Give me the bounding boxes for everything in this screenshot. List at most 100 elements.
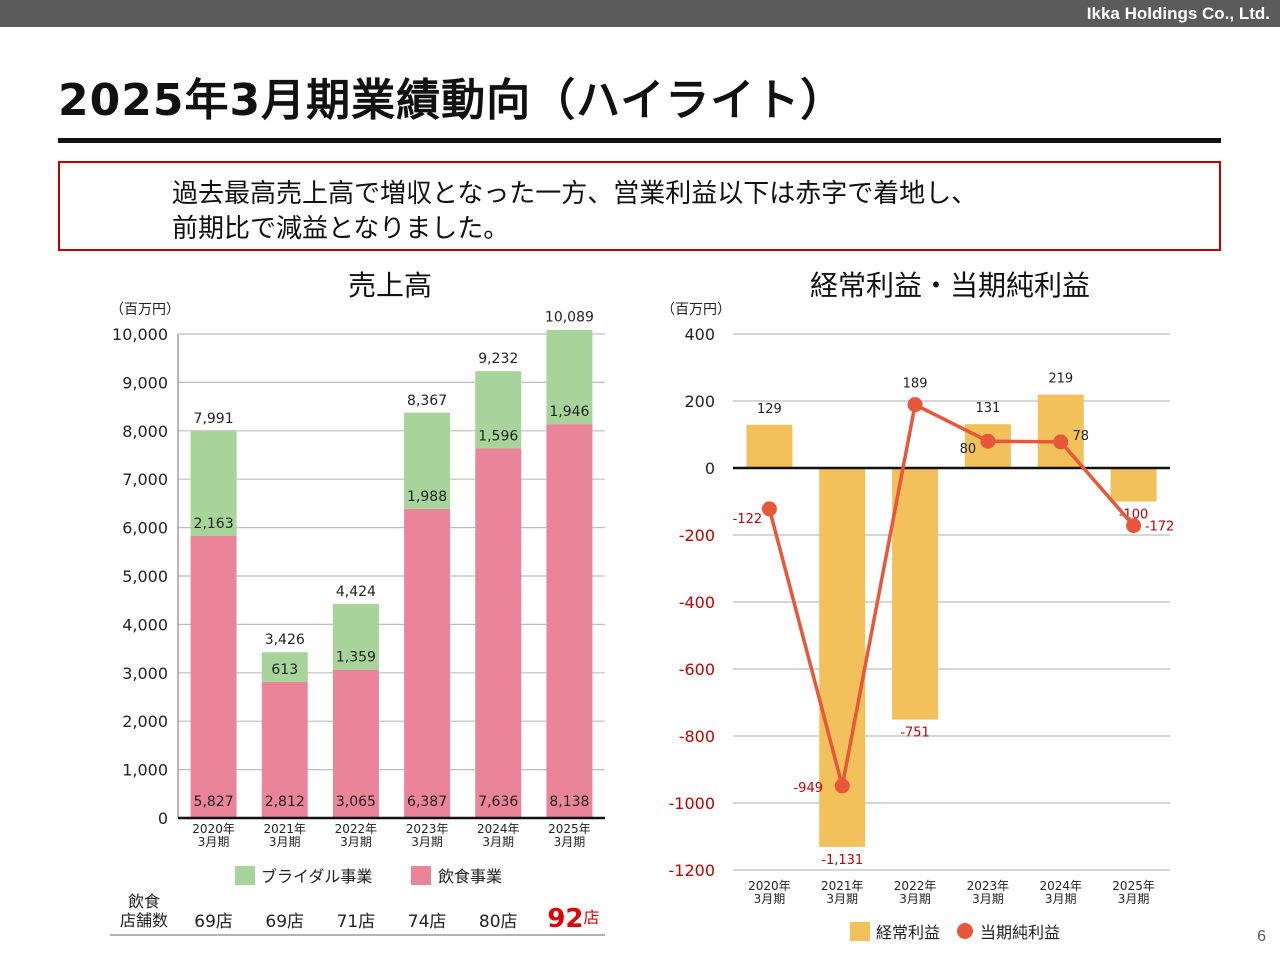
sales-total-label: 4,424 [336, 584, 376, 600]
profit-x-tick-label: 2022年 [894, 879, 937, 893]
profit-y-tick-label: -200 [679, 526, 715, 545]
summary-box: 過去最高売上高で増収となった一方、営業利益以下は赤字で着地し、 前期比で減益とな… [58, 161, 1221, 251]
sales-food-value-label: 7,636 [478, 794, 518, 810]
net-income-point [1053, 434, 1069, 450]
sales-x-tick-label: 2023年 [406, 822, 449, 836]
ordinary-profit-label: 129 [757, 402, 782, 417]
sales-food-value-label: 6,387 [407, 794, 447, 810]
net-income-point [761, 501, 777, 517]
sales-y-tick-label: 5,000 [122, 567, 168, 586]
sales-unit-label: （百万円） [110, 302, 180, 318]
net-income-point [907, 397, 923, 413]
profit-y-tick-label: -800 [679, 727, 715, 746]
sales-x-tick-label: 3月期 [269, 835, 301, 849]
profit-unit-label: （百万円） [661, 302, 731, 318]
profit-y-tick-label: 200 [684, 392, 715, 411]
profit-y-tick-label: -1000 [669, 794, 716, 813]
profit-x-tick-label: 2024年 [1039, 879, 1082, 893]
sales-bar-bridal [546, 329, 593, 425]
ordinary-profit-label: -1,131 [821, 853, 863, 868]
profit-y-tick-label: -600 [679, 660, 715, 679]
profit-x-tick-label: 2021年 [821, 879, 864, 893]
net-income-point [834, 778, 850, 794]
sales-x-tick-label: 2025年 [548, 822, 591, 836]
net-income-line [767, 402, 1135, 788]
sales-x-tick-label: 2020年 [192, 822, 235, 836]
profit-chart-title: 経常利益・当期純利益 [809, 269, 1090, 302]
legend-food-label: 飲食事業 [438, 867, 502, 886]
sales-bridal-value-label: 1,946 [549, 404, 589, 420]
sales-x-tick-label: 3月期 [198, 835, 230, 849]
sales-x-tick-label: 2021年 [263, 822, 306, 836]
store-count-value: 71店 [337, 912, 376, 932]
net-income-label: -949 [793, 781, 823, 796]
sales-y-tick-label: 9,000 [122, 373, 168, 392]
legend-ordinary-label: 経常利益 [876, 923, 940, 942]
profit-y-tick-label: 400 [684, 325, 715, 344]
legend-net-marker [957, 923, 973, 939]
sales-y-tick-label: 1,000 [122, 761, 168, 780]
legend-net-label: 当期純利益 [980, 923, 1060, 942]
top-bar: Ikka Holdings Co., Ltd. [0, 0, 1280, 27]
sales-y-tick-label: 8,000 [122, 422, 168, 441]
sales-total-label: 10,089 [545, 310, 594, 326]
profit-x-tick-label: 3月期 [1045, 892, 1077, 906]
sales-y-tick-label: 2,000 [122, 712, 168, 731]
page-number: 6 [1257, 928, 1266, 945]
sales-bar-bridal [475, 371, 522, 449]
ordinary-profit-label: 219 [1048, 372, 1073, 387]
legend-bridal-label: ブライダル事業 [261, 867, 372, 886]
sales-x-tick-label: 3月期 [340, 835, 372, 849]
sales-x-tick-label: 3月期 [554, 835, 586, 849]
sales-x-tick-label: 2024年 [477, 822, 520, 836]
sales-bar-food [261, 681, 308, 818]
net-income-label: 80 [960, 442, 977, 457]
profit-x-tick-label: 2025年 [1112, 879, 1155, 893]
profit-x-tick-label: 2023年 [967, 879, 1010, 893]
profit-x-tick-label: 3月期 [754, 892, 786, 906]
profit-x-tick-label: 2020年 [748, 879, 791, 893]
net-income-label: -122 [733, 512, 763, 527]
legend-bridal-swatch [235, 866, 255, 885]
store-count-value: 74店 [408, 912, 447, 932]
sales-food-value-label: 2,812 [265, 794, 305, 810]
sales-y-tick-label: 4,000 [122, 615, 168, 634]
sales-bar-bridal [190, 431, 237, 536]
store-count-value: 69店 [194, 912, 233, 932]
title-rule [58, 138, 1221, 143]
sales-x-tick-label: 3月期 [411, 835, 443, 849]
sales-x-tick-label: 3月期 [482, 835, 514, 849]
summary-line-1: 過去最高売上高で増収となった一方、営業利益以下は赤字で着地し、 [172, 179, 978, 209]
sales-bridal-value-label: 1,596 [478, 428, 518, 444]
sales-food-value-label: 8,138 [549, 794, 589, 810]
net-income-point [980, 433, 996, 449]
summary-line-2: 前期比で減益となりました。 [172, 214, 510, 244]
sales-bridal-value-label: 2,163 [194, 516, 234, 532]
sales-bridal-value-label: 1,988 [407, 489, 447, 505]
sales-chart-title: 売上高 [347, 269, 432, 302]
sales-y-tick-label: 7,000 [122, 470, 168, 489]
legend-ordinary-swatch [850, 922, 870, 941]
profit-bar-ordinary [1110, 468, 1157, 502]
sales-y-tick-label: 3,000 [122, 664, 168, 683]
store-count-label: 店舗数 [120, 911, 168, 930]
ordinary-profit-label: -751 [900, 726, 930, 741]
store-count-label: 飲食 [128, 892, 160, 911]
ordinary-profit-label: 131 [976, 401, 1001, 416]
sales-y-tick-label: 10,000 [112, 325, 168, 344]
sales-bar-food [475, 448, 522, 818]
net-income-label: -172 [1145, 520, 1175, 535]
company-name: Ikka Holdings Co., Ltd. [1086, 4, 1270, 23]
sales-bar-bridal [261, 652, 308, 682]
profit-x-tick-label: 3月期 [972, 892, 1004, 906]
profit-x-tick-label: 3月期 [1118, 892, 1150, 906]
sales-total-label: 9,232 [478, 351, 518, 367]
profit-bar-ordinary [1037, 394, 1084, 468]
sales-bridal-value-label: 1,359 [336, 650, 376, 666]
store-count-value: 80店 [479, 912, 518, 932]
store-count-value: 69店 [265, 912, 304, 932]
net-income-label: 189 [903, 377, 928, 392]
sales-y-tick-label: 0 [158, 809, 168, 828]
profit-bar-ordinary [746, 424, 793, 468]
